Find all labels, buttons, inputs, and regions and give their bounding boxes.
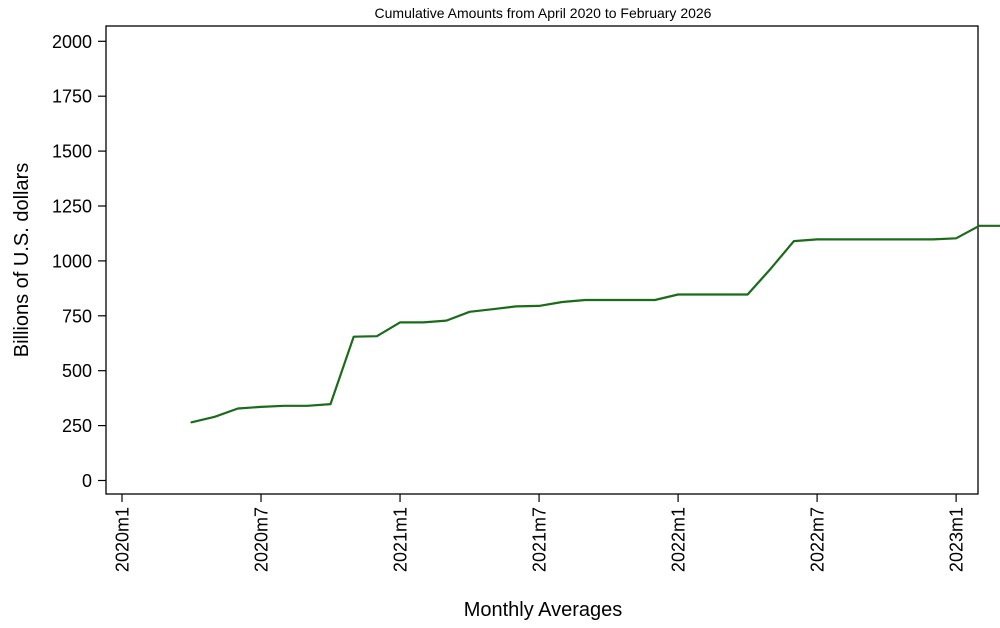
y-tick-label: 1500 [52,142,92,162]
x-tick-label: 2023m1 [947,507,967,572]
series-layer [192,116,1000,422]
chart-title: Cumulative Amounts from April 2020 to Fe… [375,5,712,21]
y-tick-label: 750 [62,306,92,326]
y-tick-label: 0 [82,471,92,491]
x-tick-label: 2021m1 [391,507,411,572]
y-tick-label: 500 [62,361,92,381]
y-axis-label: Billions of U.S. dollars [11,163,33,358]
y-tick-label: 1750 [52,87,92,107]
y-tick-label: 2000 [52,32,92,52]
x-axis-label: Monthly Averages [464,599,623,621]
series-line [192,116,1000,422]
x-tick-label: 2020m7 [252,507,272,572]
x-tick-label: 2021m7 [530,507,550,572]
y-tick-label: 1000 [52,251,92,271]
y-tick-label: 1250 [52,197,92,217]
plot-frame [106,26,978,494]
y-axis: 0 250 500 750 1000 1250 1500 1750 2000 [52,32,106,491]
x-tick-label: 2022m7 [808,507,828,572]
x-tick-label: 2020m1 [113,507,133,572]
y-tick-label: 250 [62,416,92,436]
x-tick-label: 2022m1 [669,507,689,572]
x-axis: 2020m1 2020m7 2021m1 2021m7 2022m1 2022m7 2023… [113,494,1000,572]
